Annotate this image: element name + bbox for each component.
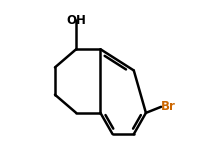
Text: OH: OH [66,14,86,27]
Text: Br: Br [161,100,176,113]
